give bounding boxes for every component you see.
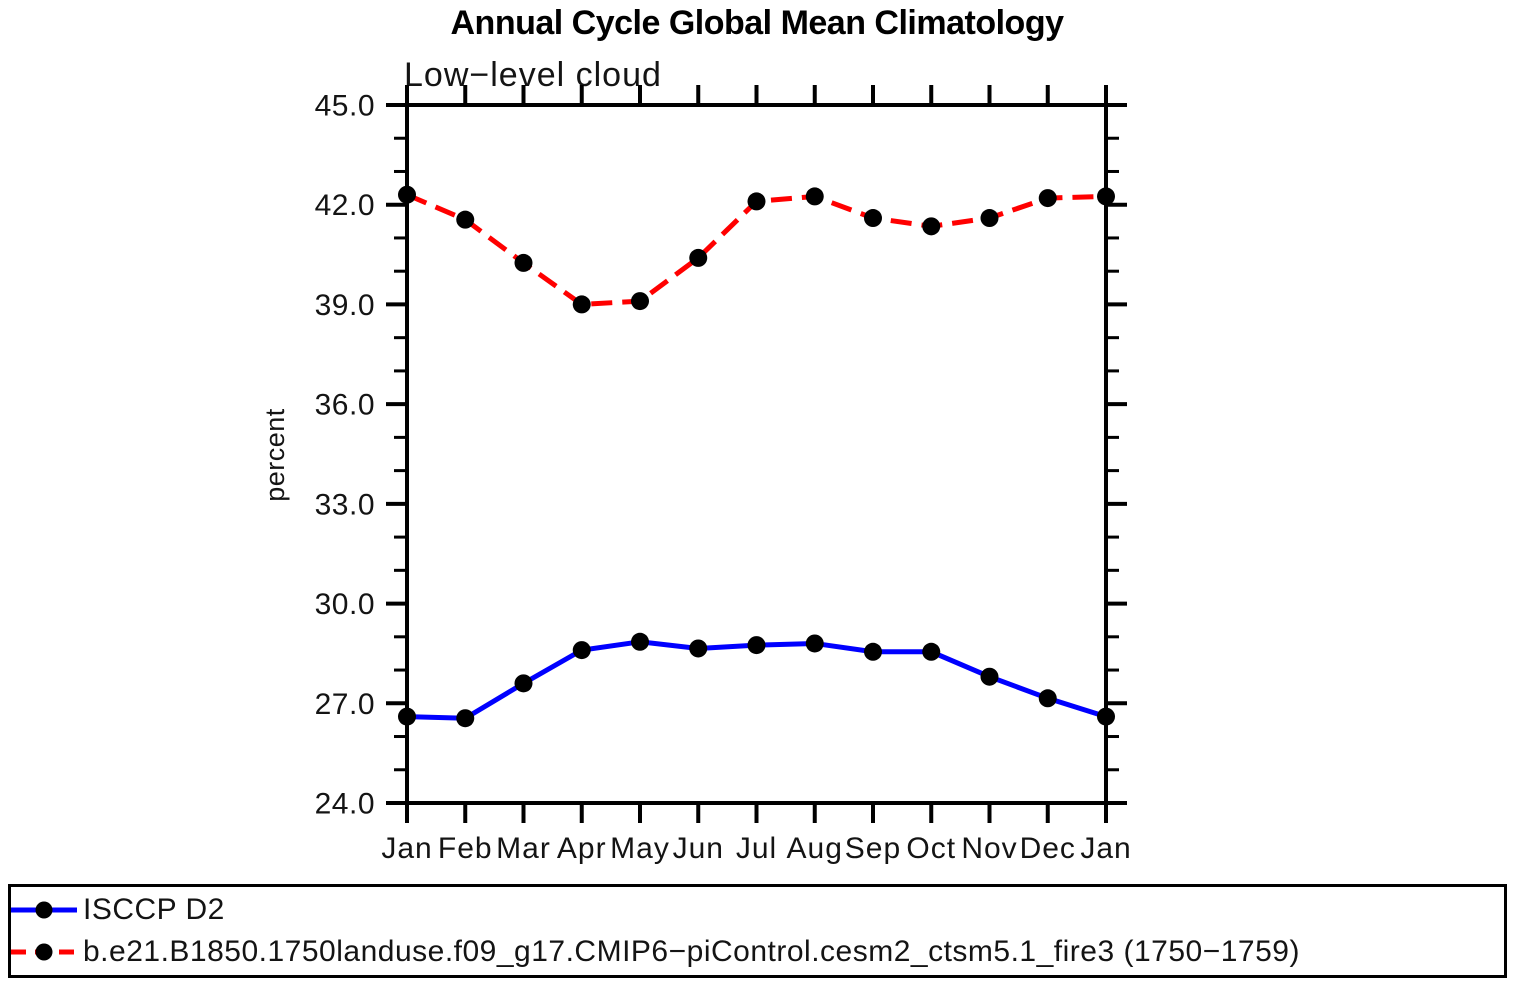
data-point-marker-series-0 bbox=[631, 632, 649, 651]
y-axis-tick-label: 36.0 bbox=[315, 389, 375, 422]
y-axis-tick-label: 42.0 bbox=[315, 189, 375, 222]
x-axis-month-label: Jul bbox=[736, 832, 777, 865]
data-point-marker-series-0 bbox=[689, 639, 708, 658]
data-point-marker-series-1 bbox=[980, 209, 999, 228]
x-axis-month-label: May bbox=[610, 832, 670, 865]
x-axis-month-label: Nov bbox=[961, 832, 1017, 865]
chart-title: Annual Cycle Global Mean Climatology bbox=[450, 4, 1065, 42]
x-axis-month-label: Aug bbox=[787, 832, 843, 865]
data-point-marker-series-1 bbox=[747, 192, 766, 211]
data-point-marker-series-0 bbox=[1038, 689, 1057, 708]
data-point-marker-series-1 bbox=[1038, 189, 1057, 208]
legend-line-sample-solid bbox=[11, 901, 77, 919]
x-axis-month-label: Feb bbox=[438, 832, 493, 865]
data-point-marker-series-1 bbox=[572, 295, 591, 314]
data-point-marker-series-1 bbox=[631, 292, 649, 311]
data-point-marker-series-0 bbox=[980, 667, 999, 686]
data-point-marker-series-1 bbox=[689, 248, 708, 267]
legend-label-1: b.e21.B1850.1750landuse.f09_g17.CMIP6−pi… bbox=[83, 935, 1300, 969]
data-point-marker-series-0 bbox=[456, 709, 475, 728]
data-point-marker-series-1 bbox=[864, 209, 882, 228]
data-point-marker-series-1 bbox=[1097, 187, 1115, 206]
data-point-marker-series-0 bbox=[514, 674, 533, 693]
data-point-marker-series-1 bbox=[456, 210, 475, 229]
legend-label-0: ISCCP D2 bbox=[83, 892, 225, 926]
data-point-marker-series-0 bbox=[922, 642, 941, 661]
x-axis-month-label: Apr bbox=[557, 832, 607, 865]
data-point-marker-series-1 bbox=[922, 217, 941, 236]
data-point-marker-series-0 bbox=[1097, 707, 1115, 726]
legend-line-sample-dashed bbox=[11, 943, 77, 961]
data-point-marker-series-1 bbox=[805, 187, 824, 206]
data-point-marker-series-0 bbox=[864, 642, 882, 661]
x-axis-month-label: Jan bbox=[381, 832, 432, 865]
data-point-marker-series-1 bbox=[398, 185, 416, 204]
legend-sample-marker bbox=[35, 901, 53, 919]
series-line-1 bbox=[406, 192, 1107, 307]
data-point-marker-series-1 bbox=[514, 253, 533, 272]
y-axis-tick-label: 33.0 bbox=[315, 488, 375, 521]
x-axis-month-label: Oct bbox=[906, 832, 956, 865]
x-axis-month-label: Dec bbox=[1020, 832, 1076, 865]
data-point-marker-series-0 bbox=[805, 634, 824, 653]
y-axis-tick-label: 39.0 bbox=[315, 289, 375, 322]
data-point-marker-series-0 bbox=[572, 641, 591, 660]
x-axis-month-label: Jun bbox=[673, 832, 724, 865]
legend-item-1: b.e21.B1850.1750landuse.f09_g17.CMIP6−pi… bbox=[11, 932, 1504, 972]
x-axis-month-label: Jan bbox=[1080, 832, 1131, 865]
legend-sample-marker bbox=[35, 943, 53, 961]
y-axis-tick-label: 24.0 bbox=[315, 788, 375, 821]
x-axis-month-label: Sep bbox=[845, 832, 901, 865]
y-axis-tick-label: 30.0 bbox=[315, 588, 375, 621]
legend-item-0: ISCCP D2 bbox=[11, 890, 1504, 930]
y-axis-tick-label: 27.0 bbox=[315, 688, 375, 721]
chart-subtitle: Low−level cloud bbox=[404, 56, 662, 94]
x-axis-month-label: Mar bbox=[496, 832, 551, 865]
data-point-marker-series-0 bbox=[398, 707, 416, 726]
legend-box: ISCCP D2 b.e21.B1850.1750landuse.f09_g17.… bbox=[8, 884, 1507, 978]
data-point-marker-series-0 bbox=[747, 636, 766, 655]
y-axis-tick-label: 45.0 bbox=[315, 90, 375, 123]
